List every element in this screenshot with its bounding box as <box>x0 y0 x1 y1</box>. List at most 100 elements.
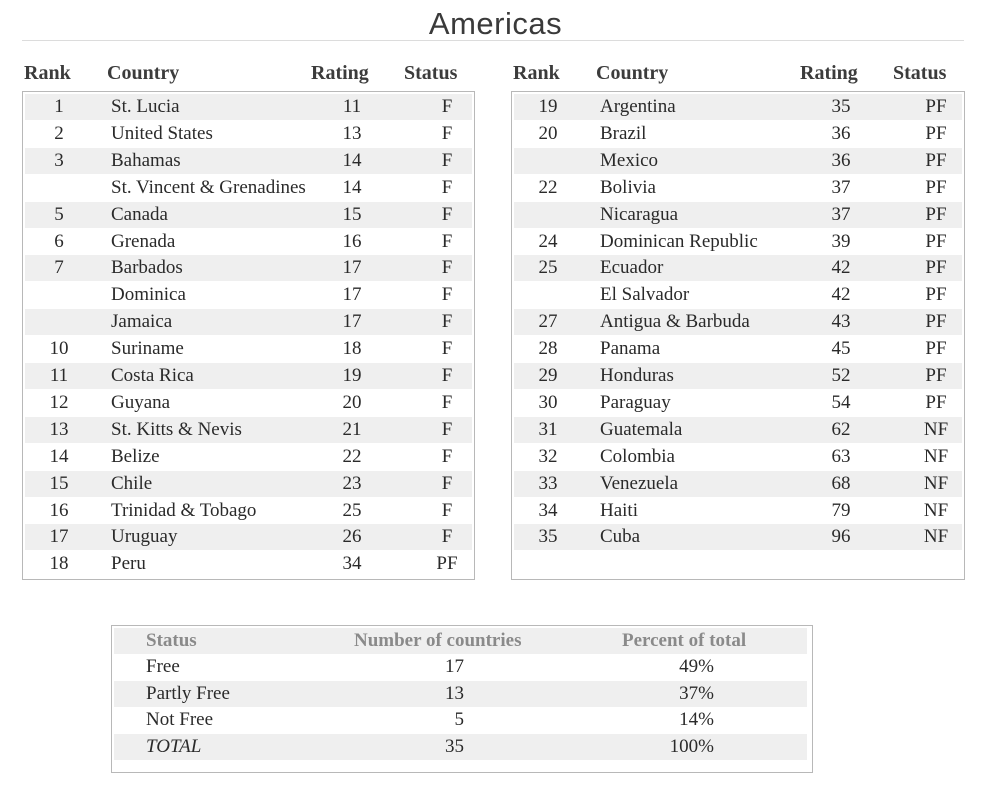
country-cell: Paraguay <box>600 391 671 413</box>
table-row: 17 Uruguay 26 F <box>25 524 472 551</box>
rating-cell: 20 <box>342 391 362 413</box>
rank-cell: 15 <box>49 472 69 494</box>
rating-cell: 54 <box>831 391 851 413</box>
rank-cell: 14 <box>49 445 69 467</box>
rating-cell: 39 <box>831 230 851 252</box>
rank-cell: 33 <box>538 472 558 494</box>
rating-cell: 45 <box>831 338 851 360</box>
status-cell: F <box>441 338 453 360</box>
rating-cell: 16 <box>342 230 362 252</box>
table-row: 11 Costa Rica 19 F <box>25 363 472 389</box>
rank-cell: 25 <box>538 257 558 279</box>
table-row: 31 Guatemala 62 NF <box>514 416 962 443</box>
summary-status-cell: TOTAL <box>146 735 202 757</box>
rank-cell: 16 <box>49 499 69 521</box>
country-cell: El Salvador <box>600 284 690 306</box>
status-cell: F <box>441 203 453 225</box>
table-row: 22 Bolivia 37 PF <box>514 175 962 201</box>
status-cell: NF <box>923 445 949 467</box>
rating-cell: 52 <box>831 365 851 386</box>
rating-cell: 11 <box>342 96 362 117</box>
country-cell: Colombia <box>600 445 675 467</box>
summary-status-cell: Free <box>146 656 180 677</box>
country-cell: Ecuador <box>600 257 664 279</box>
status-cell: PF <box>925 230 947 252</box>
summary-row: Partly Free 13 37% <box>114 680 807 707</box>
country-cell: Costa Rica <box>111 365 194 386</box>
rating-header: Rating <box>311 62 369 84</box>
status-cell: PF <box>925 391 947 413</box>
country-cell: Belize <box>111 445 160 467</box>
rating-cell: 79 <box>831 499 851 521</box>
table-row: 25 Ecuador 42 PF <box>514 255 962 282</box>
country-cell: Dominican Republic <box>600 230 758 252</box>
country-cell: St. Vincent & Grenadines <box>111 176 306 198</box>
table-row: 7 Barbados 17 F <box>25 255 472 282</box>
status-cell: PF <box>925 257 947 279</box>
country-cell: Guatemala <box>600 418 683 440</box>
status-cell: F <box>441 499 453 521</box>
rank-cell: 17 <box>49 526 69 548</box>
rating-cell: 21 <box>342 418 362 440</box>
rating-cell: 15 <box>342 203 362 225</box>
left-ranking-table: 1 St. Lucia 11 F 2 United States 13 F 3 Bahamas 14… <box>22 91 475 580</box>
rating-cell: 68 <box>831 472 851 494</box>
country-cell: Panama <box>600 338 661 360</box>
rank-cell: 28 <box>538 338 558 360</box>
rank-cell: 30 <box>538 391 558 413</box>
rank-cell: 31 <box>538 418 558 440</box>
rating-cell: 22 <box>342 445 362 467</box>
country-header: Country <box>107 62 180 84</box>
status-cell: F <box>441 96 453 117</box>
country-cell: Nicaragua <box>600 203 679 225</box>
summary-percent-cell: 100% <box>669 735 714 757</box>
country-cell: Argentina <box>600 96 676 117</box>
country-cell: Haiti <box>600 499 638 521</box>
table-row: 30 Paraguay 54 PF <box>514 390 962 416</box>
country-cell: United States <box>111 122 213 144</box>
country-cell: St. Kitts & Nevis <box>111 418 242 440</box>
rank-cell: 24 <box>538 230 558 252</box>
country-cell: Chile <box>111 472 153 494</box>
country-cell: St. Lucia <box>111 96 180 117</box>
table-row: 15 Chile 23 F <box>25 470 472 497</box>
rank-cell: 12 <box>49 391 69 413</box>
table-row: 2 United States 13 F <box>25 121 472 147</box>
status-cell: NF <box>923 418 949 440</box>
status-cell: PF <box>925 96 947 117</box>
status-cell: F <box>441 257 453 279</box>
table-row: 12 Guyana 20 F <box>25 390 472 416</box>
right-ranking-table: 19 Argentina 35 PF 20 Brazil 36 PF Mexico 36 PF 22 B… <box>511 91 965 580</box>
status-cell: PF <box>925 284 947 306</box>
status-cell: F <box>441 526 453 548</box>
status-cell: F <box>441 391 453 413</box>
table-row: 24 Dominican Republic 39 PF <box>514 229 962 255</box>
country-cell: Suriname <box>111 338 184 360</box>
status-cell: PF <box>925 338 947 360</box>
rank-cell: 3 <box>54 149 64 171</box>
table-row: 29 Honduras 52 PF <box>514 363 962 389</box>
rank-cell: 35 <box>538 526 558 548</box>
table-row: Mexico 36 PF <box>514 147 962 174</box>
summary-row: TOTAL 35 100% <box>114 733 807 760</box>
rating-cell: 14 <box>342 149 362 171</box>
rating-cell: 13 <box>342 122 362 144</box>
country-cell: Uruguay <box>111 526 178 548</box>
rating-cell: 96 <box>831 526 851 548</box>
rating-cell: 14 <box>342 176 362 198</box>
status-cell: PF <box>436 553 458 575</box>
rating-cell: 35 <box>831 96 851 117</box>
summary-status-cell: Partly Free <box>146 682 230 704</box>
status-cell: PF <box>925 176 947 198</box>
table-row: Nicaragua 37 PF <box>514 201 962 228</box>
summary-row: Free 17 49% <box>114 654 807 680</box>
table-row: 28 Panama 45 PF <box>514 336 962 362</box>
rank-cell: 22 <box>538 176 558 198</box>
status-cell: F <box>441 149 453 171</box>
country-cell: Brazil <box>600 122 647 144</box>
country-cell: Barbados <box>111 257 183 279</box>
summary-count-cell: 17 <box>445 656 464 677</box>
summary-count-cell: 35 <box>445 735 464 757</box>
country-cell: Guyana <box>111 391 171 413</box>
table-row: St. Vincent & Grenadines 14 F <box>25 175 472 201</box>
